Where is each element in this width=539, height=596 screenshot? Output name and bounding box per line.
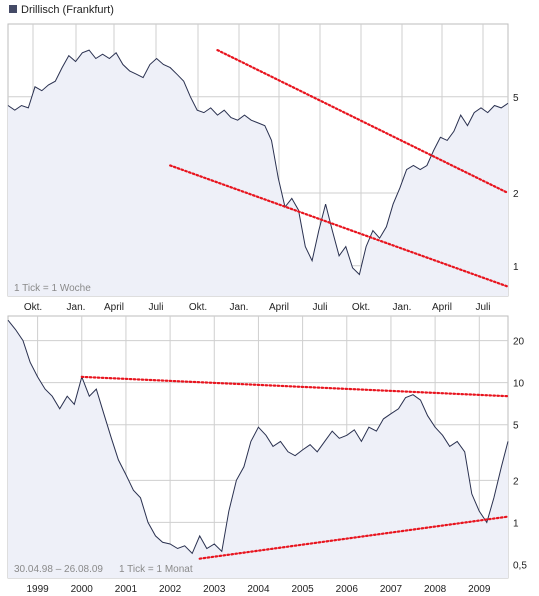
chart-title: Drillisch (Frankfurt) <box>21 4 114 16</box>
trendline <box>80 375 510 398</box>
x-tick-label: April <box>104 302 124 313</box>
x-tick-label: 1999 <box>26 584 49 595</box>
x-tick-label: 2008 <box>424 584 447 595</box>
x-tick-label: Okt. <box>24 302 42 313</box>
y-tick-label: 20 <box>513 337 525 348</box>
x-tick-label: 2006 <box>336 584 359 595</box>
y-tick-label: 5 <box>513 421 519 432</box>
monthly-tick-note: 1 Tick = 1 Monat <box>119 564 193 575</box>
x-tick-label: Juli <box>312 302 327 313</box>
x-tick-label: 2005 <box>291 584 314 595</box>
x-tick-label: Juli <box>475 302 490 313</box>
y-tick-label: 1 <box>513 262 519 273</box>
monthly-x-axis: 1999 2000 2001 2002 2003 2004 2005 2006 2007 2008… <box>26 584 490 595</box>
x-tick-label: Jan. <box>393 302 412 313</box>
y-tick-label: 1 <box>513 518 519 529</box>
x-tick-label: Okt. <box>189 302 207 313</box>
x-tick-label: Juli <box>148 302 163 313</box>
y-tick-label: 5 <box>513 93 519 104</box>
x-tick-label: Okt. <box>352 302 370 313</box>
x-tick-label: 2003 <box>203 584 226 595</box>
x-tick-label: 2002 <box>159 584 182 595</box>
weekly-y-axis: 5 2 1 <box>513 93 519 273</box>
y-tick-label: 10 <box>513 379 525 390</box>
trendline <box>169 164 510 288</box>
trendline <box>198 515 510 560</box>
monthly-y-axis: 20 10 5 2 1 0,5 <box>513 337 527 572</box>
monthly-price-area <box>8 320 508 578</box>
legend-swatch <box>9 5 17 13</box>
x-tick-label: 2004 <box>247 584 270 595</box>
x-tick-label: 2001 <box>115 584 138 595</box>
y-tick-label: 2 <box>513 189 519 200</box>
weekly-chart: 521 Okt. Jan. April Juli Okt. Jan. April Juli Ok… <box>7 4 519 313</box>
x-tick-label: 2009 <box>468 584 491 595</box>
y-tick-label: 0,5 <box>513 560 527 571</box>
x-tick-label: April <box>269 302 289 313</box>
monthly-chart: 20 10 5 2 1 0,5 1999 2000 2001 2002 2003 2004 2005 2… <box>7 315 527 595</box>
x-tick-label: Jan. <box>67 302 86 313</box>
weekly-price-line <box>7 49 509 276</box>
weekly-x-axis: Okt. Jan. April Juli Okt. Jan. April Juli Okt. Ja… <box>24 302 491 313</box>
monthly-price-line <box>7 319 509 555</box>
monthly-trendlines <box>80 375 510 560</box>
date-range-note: 30.04.98 – 26.08.09 <box>14 564 103 575</box>
x-tick-label: 2000 <box>71 584 94 595</box>
x-tick-label: Jan. <box>230 302 249 313</box>
weekly-tick-note: 1 Tick = 1 Woche <box>14 283 91 294</box>
weekly-price-area <box>8 50 508 296</box>
y-tick-label: 2 <box>513 476 519 487</box>
x-tick-label: 2007 <box>380 584 403 595</box>
weekly-trendlines <box>169 48 510 288</box>
x-tick-label: April <box>432 302 452 313</box>
trendline <box>216 48 510 195</box>
